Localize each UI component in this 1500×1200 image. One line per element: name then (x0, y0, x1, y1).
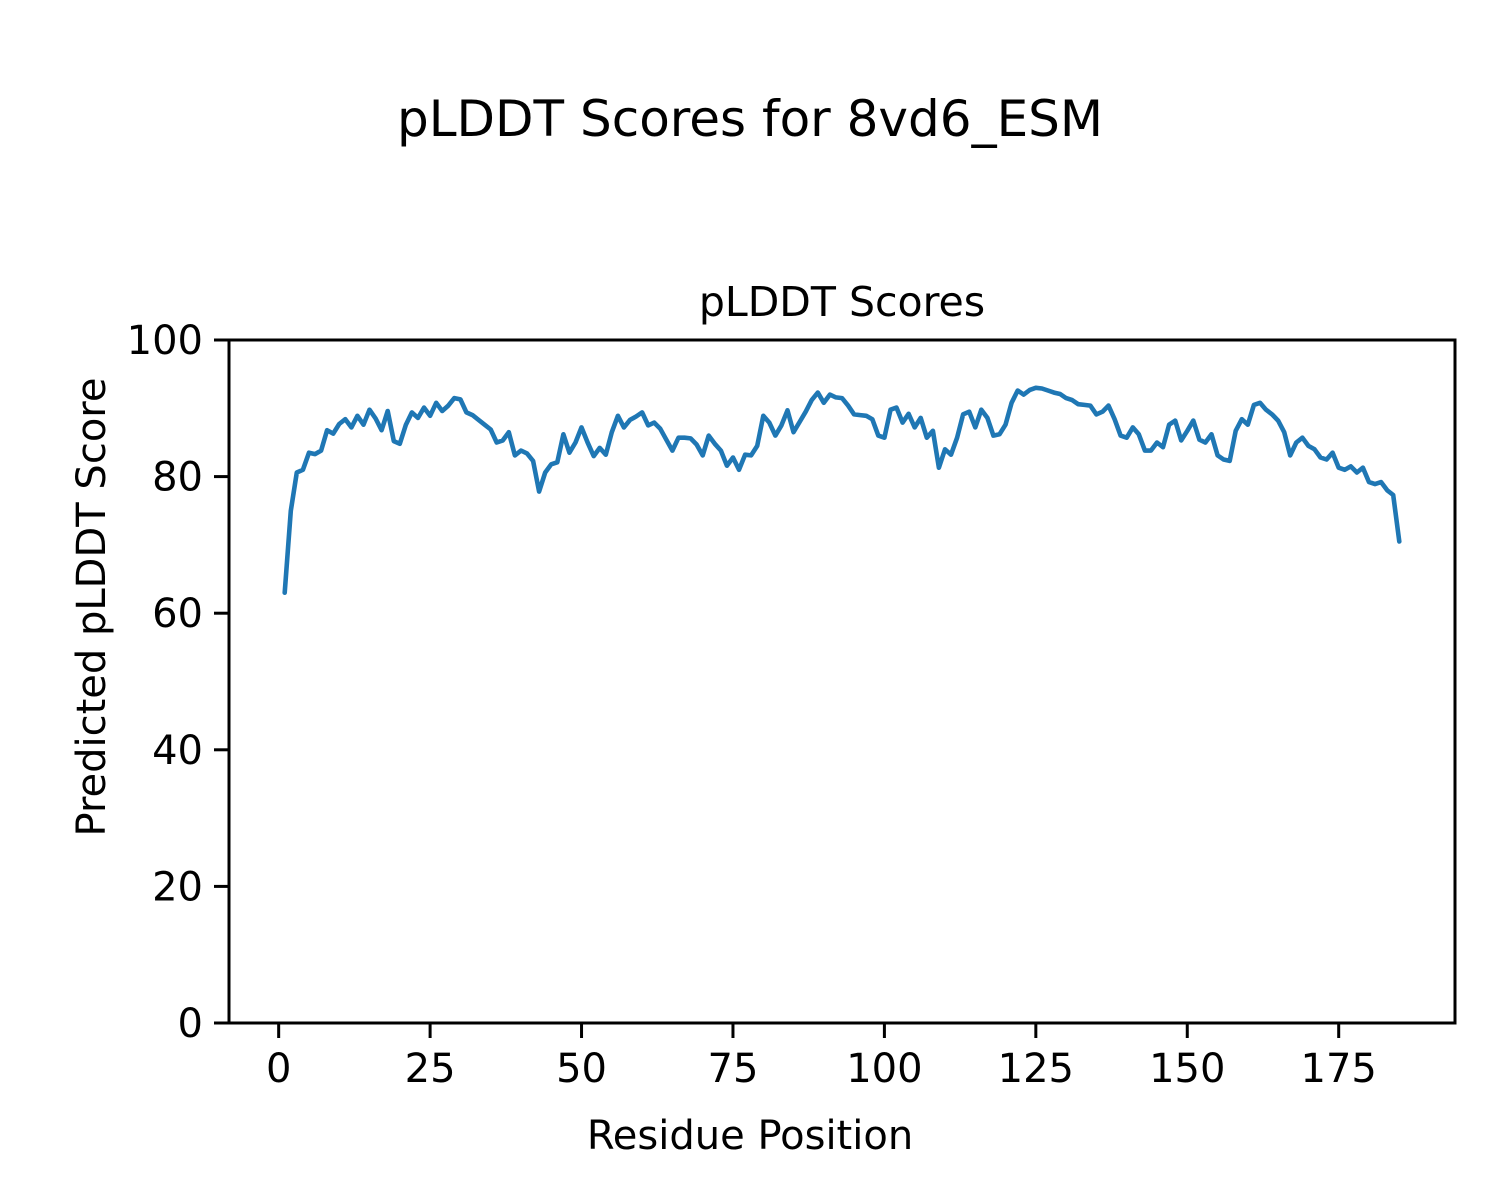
axes-title: pLDDT Scores (698, 278, 986, 326)
plddt-score-line (282, 385, 1402, 596)
y-tick-label: 40 (152, 728, 203, 774)
x-axis-ticks: 0 25 50 75 100 125 150 175 (266, 1023, 1377, 1092)
x-tick-label: 175 (1301, 1046, 1377, 1092)
x-axis-label: Residue Position (586, 1113, 914, 1159)
y-tick-label: 60 (152, 591, 203, 637)
x-tick-label: 100 (846, 1046, 922, 1092)
x-tick-label: 50 (556, 1046, 607, 1092)
y-tick-label: 0 (178, 1001, 203, 1047)
y-tick-label: 80 (152, 455, 203, 501)
axes-frame (227, 338, 1457, 1025)
y-axis-ticks: 0 20 40 60 80 100 (127, 318, 229, 1047)
y-tick-label: 20 (152, 864, 203, 910)
y-tick-label: 100 (127, 318, 203, 364)
figure-title: pLDDT Scores for 8vd6_ESM (396, 90, 1104, 148)
x-tick-label: 125 (998, 1046, 1074, 1092)
x-tick-label: 25 (405, 1046, 456, 1092)
x-tick-label: 0 (266, 1046, 291, 1092)
x-tick-label: 150 (1149, 1046, 1225, 1092)
x-tick-label: 75 (708, 1046, 759, 1092)
